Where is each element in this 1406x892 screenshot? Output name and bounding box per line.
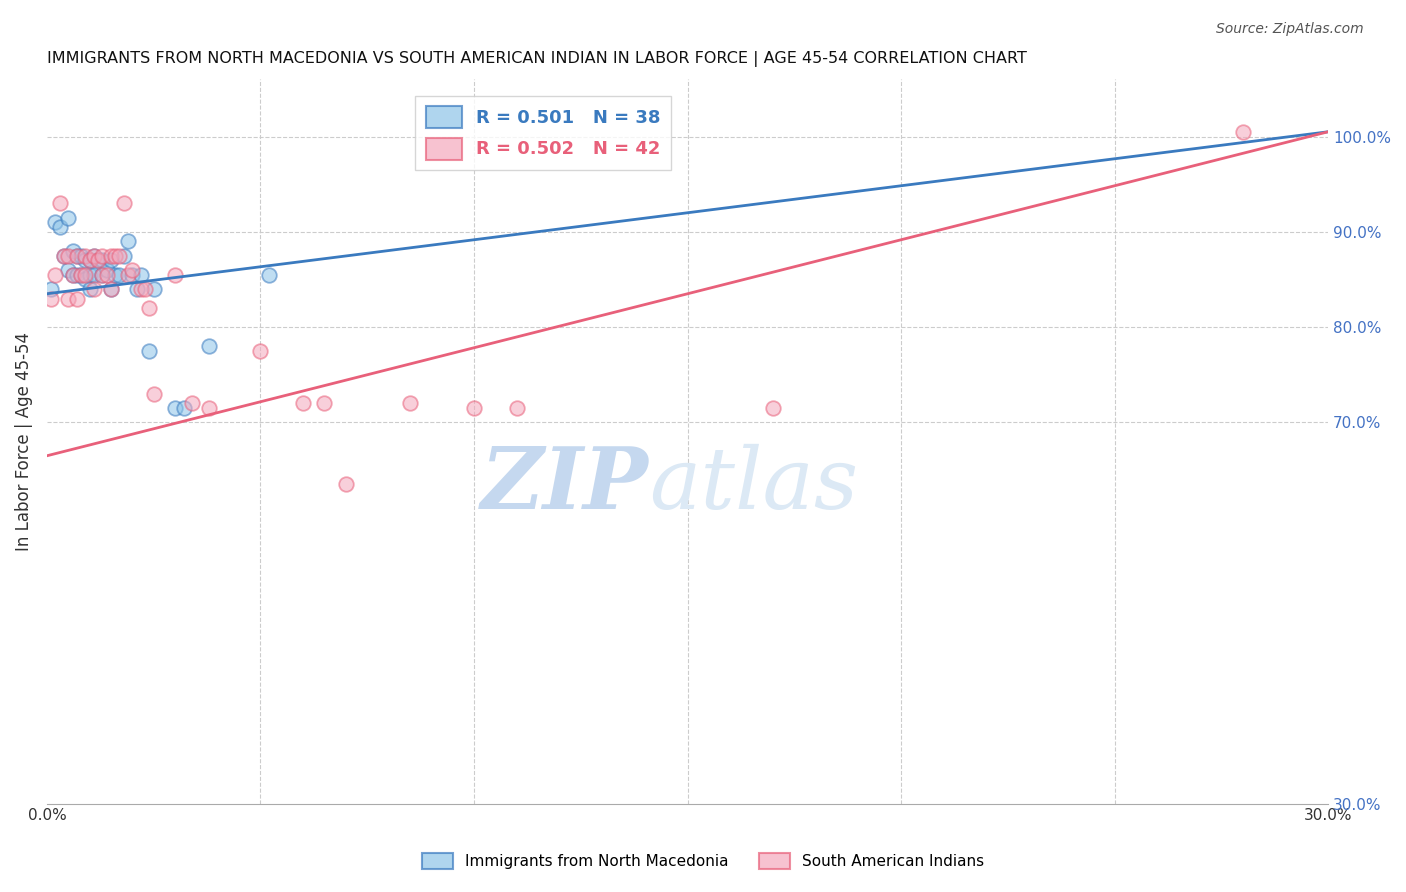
Point	[75, 268, 97, 282]
Point	[134, 282, 156, 296]
Point	[39, 282, 62, 296]
Point	[125, 282, 148, 296]
Point	[1232, 125, 1254, 139]
Point	[138, 343, 160, 358]
Point	[87, 253, 110, 268]
Point	[52, 249, 75, 263]
Point	[87, 253, 110, 268]
Point	[112, 249, 135, 263]
Point	[48, 220, 70, 235]
Point	[108, 249, 131, 263]
Point	[163, 268, 186, 282]
Point	[48, 196, 70, 211]
Point	[249, 343, 271, 358]
Point	[79, 282, 101, 296]
Point	[79, 268, 101, 282]
Point	[52, 249, 75, 263]
Point	[91, 268, 114, 282]
Point	[66, 292, 89, 306]
Point	[58, 249, 80, 263]
Point	[79, 253, 101, 268]
Point	[70, 249, 93, 263]
Point	[58, 263, 80, 277]
Point	[70, 268, 93, 282]
Point	[112, 196, 135, 211]
Point	[75, 249, 97, 263]
Point	[58, 211, 80, 225]
Point	[44, 215, 66, 229]
Point	[62, 268, 84, 282]
Point	[91, 268, 114, 282]
Point	[96, 268, 118, 282]
Point	[108, 268, 131, 282]
Point	[66, 249, 89, 263]
Point	[129, 282, 152, 296]
Text: IMMIGRANTS FROM NORTH MACEDONIA VS SOUTH AMERICAN INDIAN IN LABOR FORCE | AGE 45: IMMIGRANTS FROM NORTH MACEDONIA VS SOUTH…	[46, 51, 1026, 67]
Point	[83, 249, 105, 263]
Point	[117, 235, 139, 249]
Point	[181, 396, 204, 410]
Point	[62, 268, 84, 282]
Point	[83, 249, 105, 263]
Point	[58, 292, 80, 306]
Point	[104, 249, 127, 263]
Point	[173, 401, 195, 416]
Point	[198, 401, 221, 416]
Text: atlas: atlas	[650, 443, 858, 526]
Point	[257, 268, 280, 282]
Point	[335, 477, 357, 491]
Point	[39, 292, 62, 306]
Point	[121, 263, 143, 277]
Point	[163, 401, 186, 416]
Point	[121, 268, 143, 282]
Point	[96, 263, 118, 277]
Point	[75, 253, 97, 268]
Point	[83, 268, 105, 282]
Point	[83, 282, 105, 296]
Point	[505, 401, 527, 416]
Point	[399, 396, 422, 410]
Point	[138, 301, 160, 315]
Point	[198, 339, 221, 353]
Legend: R = 0.501   N = 38, R = 0.502   N = 42: R = 0.501 N = 38, R = 0.502 N = 42	[415, 95, 672, 170]
Point	[129, 268, 152, 282]
Point	[142, 282, 165, 296]
Point	[104, 268, 127, 282]
Point	[66, 249, 89, 263]
Point	[91, 253, 114, 268]
Point	[70, 268, 93, 282]
Point	[463, 401, 485, 416]
Point	[100, 249, 122, 263]
Point	[762, 401, 785, 416]
Point	[91, 249, 114, 263]
Text: Source: ZipAtlas.com: Source: ZipAtlas.com	[1216, 22, 1364, 37]
Text: ZIP: ZIP	[481, 443, 650, 526]
Point	[62, 244, 84, 258]
Point	[79, 253, 101, 268]
Point	[100, 282, 122, 296]
Point	[100, 253, 122, 268]
Legend: Immigrants from North Macedonia, South American Indians: Immigrants from North Macedonia, South A…	[416, 847, 990, 875]
Point	[314, 396, 336, 410]
Point	[66, 268, 89, 282]
Point	[292, 396, 315, 410]
Point	[44, 268, 66, 282]
Point	[142, 387, 165, 401]
Point	[100, 282, 122, 296]
Y-axis label: In Labor Force | Age 45-54: In Labor Force | Age 45-54	[15, 332, 32, 551]
Point	[75, 272, 97, 286]
Point	[117, 268, 139, 282]
